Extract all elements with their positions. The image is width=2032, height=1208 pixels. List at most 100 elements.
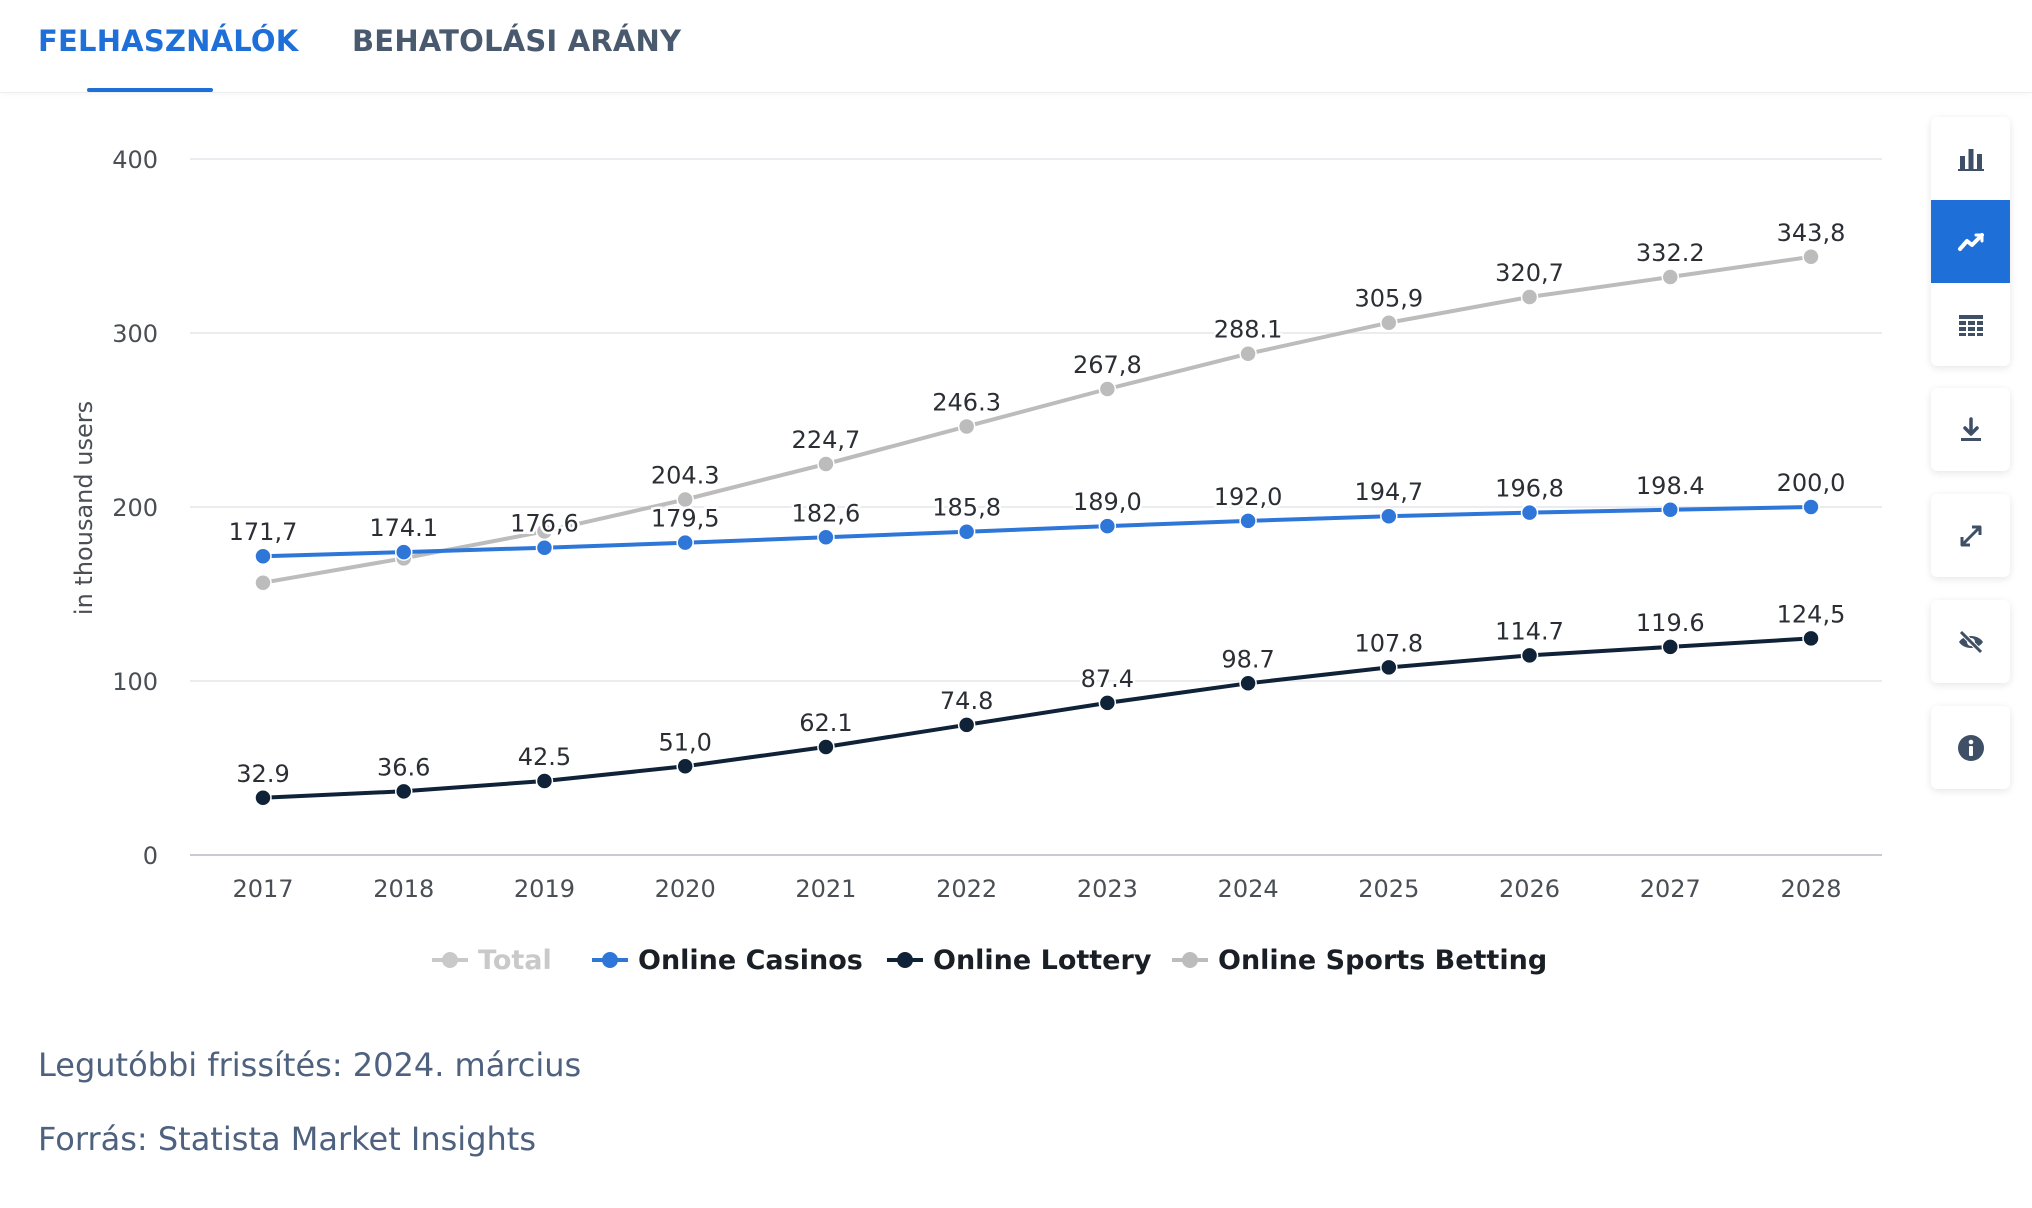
data-point-online-lottery[interactable] (817, 738, 835, 756)
x-axis-ticks: 2017 2018 2019 2020 2021 2022 2023 2024 2025 2026… (232, 875, 1841, 903)
x-tick-label: 2026 (1499, 875, 1560, 903)
y-tick-label: 100 (112, 668, 158, 696)
y-axis-ticks: 0 100 200 300 400 (112, 146, 158, 870)
data-point-online-lottery[interactable] (1520, 646, 1539, 665)
data-point-online-casinos[interactable] (1661, 501, 1680, 519)
data-label-online-lottery: 74.8 (940, 687, 993, 715)
data-point-online-sports-betting[interactable] (957, 417, 976, 436)
data-label-online-lottery: 62.1 (799, 709, 852, 737)
legend-label-online-lottery: Online Lottery (933, 944, 1152, 976)
data-label-online-casinos: 179,5 (651, 505, 720, 533)
data-point-online-sports-betting[interactable] (817, 455, 835, 473)
data-point-online-sports-betting[interactable] (1661, 268, 1680, 286)
data-point-online-sports-betting[interactable] (1239, 344, 1257, 363)
data-point-online-sports-betting[interactable] (1098, 380, 1117, 398)
data-point-online-sports-betting[interactable] (254, 573, 272, 592)
download-icon (1960, 416, 1981, 441)
data-point-online-casinos[interactable] (535, 538, 554, 557)
data-label-online-lottery: 32.9 (236, 760, 289, 788)
data-point-online-casinos[interactable] (1520, 503, 1539, 522)
bar-chart-button[interactable] (1931, 117, 2010, 200)
chart-type-group (1931, 117, 2010, 366)
data-point-online-casinos[interactable] (394, 543, 413, 561)
info-group (1931, 706, 2010, 789)
data-point-online-lottery[interactable] (1661, 638, 1680, 656)
data-label-online-casinos: 194,7 (1354, 478, 1423, 506)
data-point-online-casinos[interactable] (1380, 507, 1398, 525)
data-point-online-lottery[interactable] (957, 716, 976, 734)
data-point-online-casinos[interactable] (1239, 512, 1257, 530)
fullscreen-button[interactable] (1931, 494, 2010, 577)
tab-users[interactable]: FELHASZNÁLÓK (38, 24, 299, 58)
y-axis-label: in thousand users (70, 401, 98, 615)
data-point-online-casinos[interactable] (957, 522, 976, 541)
data-point-online-lottery[interactable] (1239, 674, 1257, 693)
data-point-online-sports-betting[interactable] (676, 490, 694, 509)
table-view-button[interactable] (1931, 283, 2010, 366)
data-label-online-casinos: 176,6 (510, 510, 579, 538)
data-point-online-casinos[interactable] (1802, 498, 1820, 516)
tab-penetration-rate[interactable]: BEHATOLÁSI ARÁNY (352, 24, 682, 58)
x-tick-label: 2018 (373, 875, 434, 903)
data-point-online-casinos[interactable] (676, 533, 694, 552)
download-button[interactable] (1931, 388, 2010, 471)
data-point-online-casinos[interactable] (254, 547, 272, 565)
data-label-online-casinos: 189,0 (1073, 488, 1142, 516)
data-label-online-sports-betting: 204.3 (651, 462, 720, 490)
x-tick-label: 2019 (514, 875, 575, 903)
data-label-online-sports-betting: 332.2 (1636, 239, 1705, 267)
x-tick-label: 2021 (795, 875, 856, 903)
tab-bar: FELHASZNÁLÓK BEHATOLÁSI ARÁNY (0, 0, 2032, 93)
data-point-online-lottery[interactable] (1380, 658, 1398, 677)
legend-item-online-sports-betting[interactable]: Online Sports Betting (1170, 940, 1547, 980)
data-point-online-sports-betting[interactable] (1802, 248, 1820, 266)
data-point-online-lottery[interactable] (676, 757, 694, 776)
x-tick-label: 2027 (1640, 875, 1701, 903)
source-text: Forrás: Statista Market Insights (38, 1120, 536, 1158)
data-label-online-lottery: 42.5 (518, 743, 571, 771)
data-label-online-casinos: 171,7 (229, 518, 298, 546)
data-label-online-sports-betting: 320,7 (1495, 259, 1564, 287)
legend-marker-total (432, 952, 468, 968)
legend-item-online-casinos[interactable]: Online Casinos (590, 940, 863, 980)
legend-item-total[interactable]: Total (430, 940, 552, 980)
data-label-online-lottery: 119.6 (1636, 609, 1705, 637)
line-chart-icon (1957, 232, 1984, 251)
data-label-online-lottery: 124,5 (1777, 600, 1846, 628)
legend-item-online-lottery[interactable]: Online Lottery (885, 940, 1151, 980)
data-point-online-casinos[interactable] (1098, 517, 1117, 535)
data-label-online-sports-betting: 246.3 (932, 388, 1001, 416)
table-icon (1958, 314, 1983, 336)
data-point-online-lottery[interactable] (1098, 694, 1117, 712)
data-label-online-lottery: 36.6 (377, 753, 430, 781)
data-point-online-sports-betting[interactable] (1380, 313, 1398, 332)
data-label-online-casinos: 174.1 (369, 514, 438, 542)
x-tick-label: 2025 (1358, 875, 1419, 903)
legend-label-online-casinos: Online Casinos (638, 944, 863, 976)
info-button[interactable] (1931, 706, 2010, 789)
active-tab-indicator (87, 88, 213, 92)
x-tick-label: 2017 (232, 875, 293, 903)
y-tick-label: 400 (112, 146, 158, 174)
data-label-online-casinos: 198.4 (1636, 472, 1705, 500)
data-label-online-casinos: 196,8 (1495, 475, 1564, 503)
data-point-online-lottery[interactable] (394, 782, 413, 801)
data-point-online-casinos[interactable] (817, 528, 835, 547)
data-point-online-lottery[interactable] (1802, 629, 1820, 648)
x-tick-label: 2020 (655, 875, 716, 903)
series-line-online-sports-betting (262, 254, 1812, 585)
chart-gridlines (190, 158, 1882, 856)
data-point-online-lottery[interactable] (254, 789, 272, 807)
data-point-online-lottery[interactable] (535, 772, 554, 790)
x-tick-label: 2024 (1218, 875, 1279, 903)
bar-chart-icon (1957, 148, 1984, 171)
data-label-online-casinos: 200,0 (1777, 469, 1846, 497)
data-label-online-casinos: 182,6 (792, 499, 861, 527)
line-chart-button[interactable] (1931, 200, 2010, 283)
legend-marker-online-sports-betting (1172, 952, 1208, 968)
data-point-online-sports-betting[interactable] (1520, 288, 1539, 306)
series-line-online-casinos (262, 505, 1812, 559)
hide-button[interactable] (1931, 600, 2010, 683)
fullscreen-icon (1960, 525, 1981, 546)
